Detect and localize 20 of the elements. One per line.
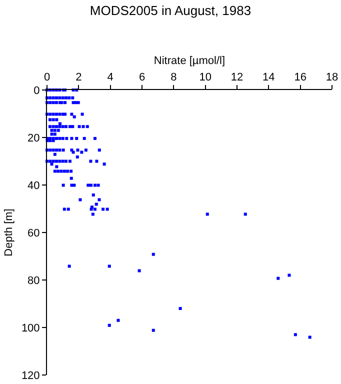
y-tick-label: 0 <box>34 84 40 97</box>
y-axis-title: Depth [m] <box>3 208 16 256</box>
x-tick-label: 6 <box>138 72 146 84</box>
x-tick-label: 16 <box>294 72 306 84</box>
x-tick-label: 14 <box>262 72 275 84</box>
x-axis-title: Nitrate [µmol/l] <box>154 55 226 68</box>
x-tick-label: 0 <box>44 72 50 84</box>
y-tick-label: 80 <box>28 274 40 287</box>
x-tick-label: 10 <box>199 72 212 84</box>
y-tick-label: 60 <box>28 227 40 240</box>
x-tick-label: 8 <box>170 72 177 84</box>
y-tick-label: 40 <box>28 180 40 192</box>
x-tick-label: 2 <box>76 72 82 84</box>
y-tick-label: 20 <box>28 132 40 144</box>
chart-title: MODS2005 in August, 1983 <box>90 2 252 18</box>
x-tick-label: 18 <box>326 72 338 84</box>
y-tick-label: 100 <box>21 322 40 334</box>
x-tick-label: 4 <box>107 72 114 84</box>
y-tick-label: 120 <box>21 370 40 382</box>
x-tick-label: 12 <box>230 72 244 84</box>
